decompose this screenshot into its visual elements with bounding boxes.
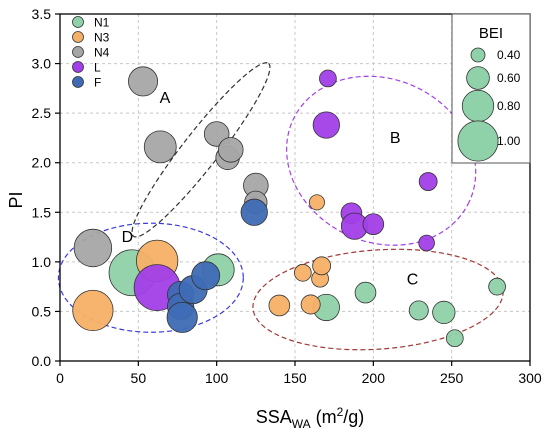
legend-label-f: F bbox=[94, 76, 101, 90]
point-l bbox=[312, 111, 340, 139]
x-axis-title-unit-post: /g) bbox=[343, 407, 364, 427]
x-tick-label: 100 bbox=[205, 370, 229, 386]
x-tick-label: 200 bbox=[362, 370, 386, 386]
bei-size-legend: BEI 0.40 0.60 0.80 1.00 bbox=[451, 13, 531, 164]
point-n4 bbox=[73, 228, 113, 268]
y-tick-label: 3.5 bbox=[32, 6, 52, 22]
point-n3 bbox=[312, 256, 332, 276]
point-n1 bbox=[432, 300, 456, 325]
y-axis-title: PI bbox=[6, 191, 26, 208]
point-n3 bbox=[72, 289, 114, 332]
point-f bbox=[166, 301, 198, 333]
legend-marker-n3 bbox=[72, 31, 84, 43]
legend-label-l: L bbox=[94, 61, 101, 75]
y-tick-label: 2.5 bbox=[32, 105, 52, 121]
group-ellipse-a bbox=[131, 62, 271, 238]
point-n4 bbox=[128, 66, 159, 97]
x-axis-title-unit-pre: (m bbox=[311, 407, 337, 427]
y-tick-label: 3.0 bbox=[32, 56, 52, 72]
size-legend-label: 0.60 bbox=[497, 71, 521, 85]
y-tick-label: 0.0 bbox=[32, 353, 52, 369]
y-tick-label: 1.0 bbox=[32, 254, 52, 270]
x-tick-label: 50 bbox=[131, 370, 147, 386]
legend-marker-f bbox=[72, 76, 84, 88]
x-tick-label: 300 bbox=[518, 370, 542, 386]
point-l bbox=[319, 69, 337, 88]
point-n3 bbox=[268, 294, 291, 317]
x-axis-title-sub: WA bbox=[292, 417, 311, 431]
size-legend-marker bbox=[461, 89, 495, 123]
y-tick-label: 1.5 bbox=[32, 204, 52, 220]
size-legend-marker bbox=[470, 47, 486, 63]
legend-label-n4: N4 bbox=[94, 46, 110, 60]
group-ellipse-d bbox=[57, 222, 244, 333]
point-l bbox=[418, 172, 438, 191]
x-tick-label: 250 bbox=[440, 370, 464, 386]
point-l bbox=[418, 234, 435, 252]
legend-label-n1: N1 bbox=[94, 16, 110, 30]
group-labels: A B C D bbox=[122, 90, 419, 288]
point-n1 bbox=[408, 300, 429, 321]
point-f bbox=[191, 261, 221, 291]
point-n4 bbox=[143, 130, 177, 164]
x-tick-label: 150 bbox=[283, 370, 307, 386]
size-legend-title: BEI bbox=[479, 25, 503, 42]
group-label-a: A bbox=[160, 90, 171, 107]
point-f bbox=[240, 198, 268, 226]
size-legend-label: 0.80 bbox=[497, 99, 521, 113]
legend-label-n3: N3 bbox=[94, 31, 110, 45]
group-label-c: C bbox=[407, 272, 419, 289]
legend-marker-l bbox=[72, 61, 84, 73]
point-n3 bbox=[300, 294, 321, 315]
group-label-d: D bbox=[122, 229, 134, 246]
y-tick-label: 0.5 bbox=[32, 303, 52, 319]
point-n3 bbox=[293, 263, 312, 282]
point-n1 bbox=[488, 277, 506, 296]
size-legend-marker bbox=[457, 120, 499, 162]
size-legend-label: 0.40 bbox=[497, 48, 521, 62]
size-legend-marker bbox=[466, 66, 490, 90]
data-points bbox=[72, 66, 506, 348]
legend-marker-n4 bbox=[72, 46, 84, 58]
point-n3 bbox=[308, 194, 325, 211]
size-legend-label: 1.00 bbox=[497, 134, 521, 148]
x-axis-title: SSAWA (m2/g) bbox=[256, 405, 365, 431]
point-n1 bbox=[354, 281, 377, 304]
group-label-b: B bbox=[390, 130, 401, 147]
x-axis-title-main: SSA bbox=[256, 407, 292, 427]
x-tick-label: 0 bbox=[56, 370, 64, 386]
legend-marker-n1 bbox=[72, 16, 84, 28]
point-l bbox=[362, 213, 385, 235]
point-n4 bbox=[218, 137, 244, 163]
x-axis-title-unit-sup: 2 bbox=[337, 405, 344, 419]
y-tick-label: 2.0 bbox=[32, 155, 52, 171]
point-n1 bbox=[445, 329, 464, 348]
axes bbox=[55, 13, 531, 366]
tick-labels: 0 50 100 150 200 250 300 0.0 0.5 1.0 1.5 2.0 2.5 3.0 3… bbox=[32, 6, 542, 386]
